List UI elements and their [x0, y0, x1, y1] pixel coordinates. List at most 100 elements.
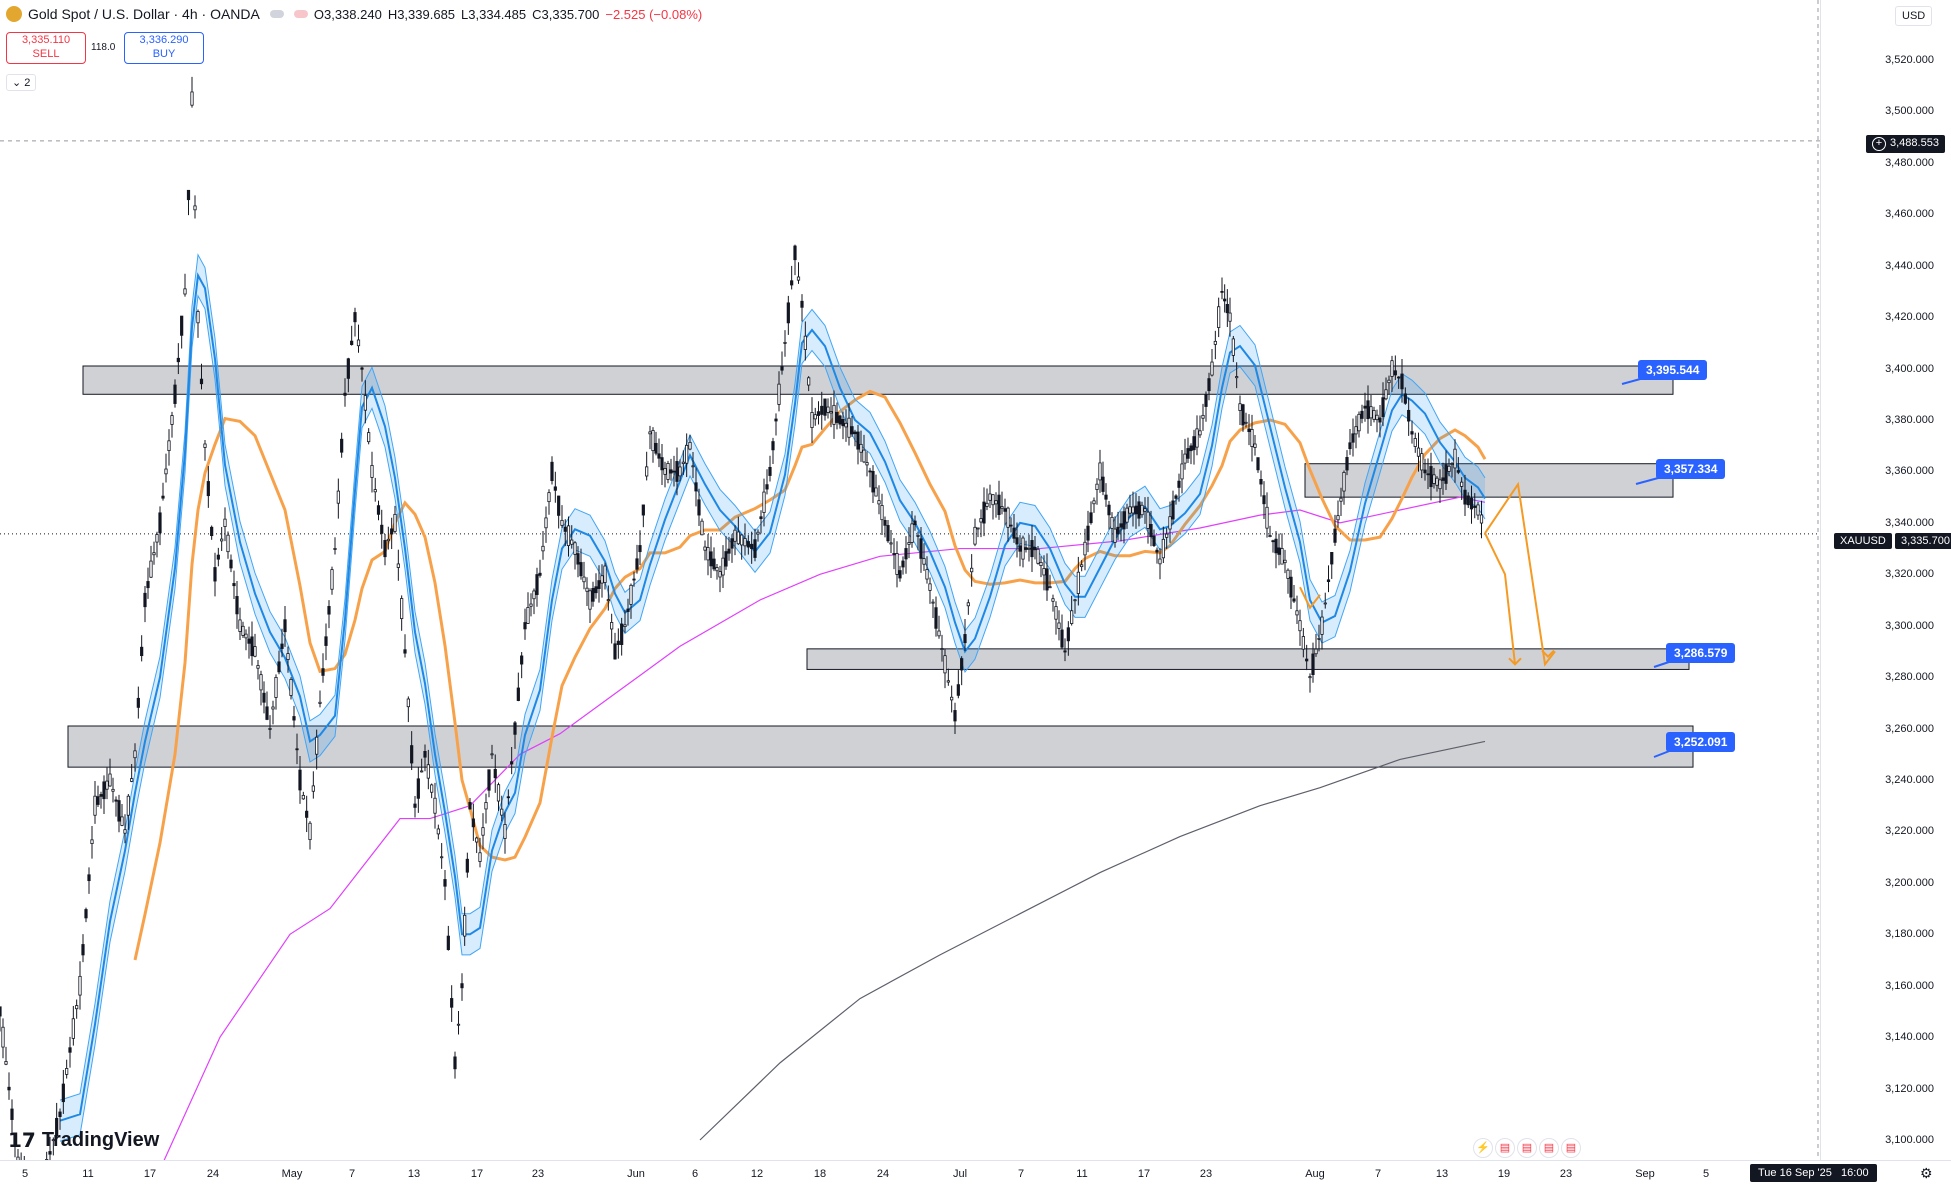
arrow-head: [1541, 649, 1555, 658]
candle-body: [560, 519, 564, 526]
sell-button[interactable]: 3,335.110 SELL: [6, 32, 86, 64]
candle-body: [465, 858, 469, 873]
chart-area[interactable]: 3,395.544 3,357.334 3,286.579 3,252.091: [0, 0, 1820, 1160]
candle-body: [301, 795, 305, 800]
visibility-pill-icon[interactable]: [269, 10, 284, 18]
candle-body: [406, 698, 410, 708]
time-tick: 17: [470, 1168, 484, 1180]
tradingview-wordmark: TradingView: [41, 1129, 160, 1151]
candle-body: [158, 512, 162, 534]
ribbon-mid-line: [59, 272, 1486, 1122]
candle-body: [1238, 403, 1242, 411]
candle-body: [520, 655, 524, 665]
candle-body: [1277, 547, 1281, 555]
candle-body: [324, 636, 328, 646]
symbol-title[interactable]: Gold Spot / U.S. Dollar · 4h · OANDA: [28, 6, 260, 22]
settings-gear-icon[interactable]: ⚙: [1920, 1165, 1933, 1181]
price-tick: 3,100.000: [1885, 1134, 1934, 1146]
candle-body: [117, 800, 121, 822]
candle-body: [1092, 500, 1096, 505]
economic-events[interactable]: ⚡ ▤ ▤ ▤ ▤: [1473, 1138, 1581, 1158]
candle-body: [383, 540, 387, 558]
ohlc-close: C3,335.700: [532, 6, 600, 22]
us-flag-event-icon[interactable]: ▤: [1495, 1138, 1515, 1158]
us-flag-event-icon[interactable]: ▤: [1517, 1138, 1537, 1158]
candle-body: [816, 411, 821, 416]
crosshair-plus-icon[interactable]: +: [1872, 137, 1886, 151]
candle-body: [963, 634, 967, 644]
candle-body: [871, 471, 875, 493]
candle-body: [750, 543, 754, 549]
buy-button[interactable]: 3,336.290 BUY: [124, 32, 204, 64]
candle-body: [220, 538, 224, 542]
candle-body: [68, 1047, 72, 1053]
price-axis[interactable]: 3,520.000 3,500.000 3,480.000 3,460.000 3,44…: [1820, 0, 1951, 1160]
price-chart[interactable]: [0, 0, 1820, 1160]
candle-body: [1098, 462, 1102, 481]
candle-body: [765, 484, 769, 490]
candle-body: [1274, 538, 1278, 554]
time-axis[interactable]: Tue 16 Sep '25 16:00 ⚙ 5 11 17 24 May 7 13 17 23…: [0, 1160, 1951, 1188]
candle-body: [685, 444, 689, 464]
candle-body: [1429, 466, 1433, 488]
level-price-tag[interactable]: 3,357.334: [1656, 459, 1726, 479]
level-price-tag[interactable]: 3,395.544: [1638, 360, 1708, 380]
candle-body: [1201, 414, 1205, 419]
candle-body: [886, 525, 890, 542]
lightning-event-icon[interactable]: ⚡: [1473, 1138, 1493, 1158]
candle-body: [1253, 443, 1257, 448]
projection-arrow-small: [1299, 586, 1321, 610]
price-tick: 3,280.000: [1885, 671, 1934, 684]
candle-body: [660, 457, 664, 471]
candle-body: [982, 501, 986, 524]
candle-body: [367, 432, 371, 443]
candle-body: [946, 680, 950, 683]
candle-body: [1476, 504, 1480, 516]
level-price-tag[interactable]: 3,252.091: [1666, 732, 1736, 752]
candle-body: [538, 572, 542, 576]
candle-body: [1155, 549, 1159, 553]
candle-body: [856, 431, 860, 450]
candle-body: [340, 438, 344, 453]
candle-body: [859, 443, 863, 453]
candle-body: [934, 607, 938, 629]
candle-body: [327, 606, 331, 615]
compare-pill-icon[interactable]: [293, 10, 308, 18]
us-flag-event-icon[interactable]: ▤: [1539, 1138, 1559, 1158]
candle-body: [715, 567, 719, 572]
candle-body: [526, 607, 530, 624]
candle-body: [1244, 421, 1248, 424]
candle-body: [1119, 523, 1123, 528]
candle-body: [669, 469, 673, 474]
candle-body: [950, 696, 954, 701]
candle-body: [835, 411, 839, 423]
candle-body: [1213, 340, 1217, 345]
currency-selector[interactable]: USD: [1895, 6, 1933, 26]
candle-body: [563, 526, 567, 532]
candle-body: [1336, 515, 1340, 521]
candle-body: [475, 837, 479, 843]
candle-body: [1225, 303, 1229, 314]
level-price-tag[interactable]: 3,286.579: [1666, 643, 1736, 663]
indicators-collapse-button[interactable]: ⌄ 2: [6, 74, 37, 91]
current-price-label: 3,335.700: [1895, 533, 1951, 549]
candle-body: [232, 583, 236, 587]
candle-body: [1083, 541, 1087, 556]
time-tick: Jul: [952, 1168, 968, 1180]
candle-body: [48, 1151, 52, 1155]
candle-body: [1210, 361, 1214, 376]
us-flag-event-icon[interactable]: ▤: [1561, 1138, 1581, 1158]
candle-body: [450, 998, 454, 1008]
time-tick: 13: [1435, 1168, 1449, 1180]
candle-body: [262, 692, 266, 703]
ohlc-change: −2.525 (−0.08%): [605, 6, 703, 22]
time-tick: 23: [531, 1168, 545, 1180]
time-tick: 24: [206, 1168, 220, 1180]
tradingview-mark-icon: 𝟭𝟳: [8, 1130, 36, 1152]
candle-body: [500, 808, 504, 816]
candle-body: [1301, 636, 1305, 650]
candle-body: [1390, 360, 1394, 377]
time-tick: 23: [1559, 1168, 1573, 1180]
candle-body: [826, 406, 830, 413]
candle-body: [1036, 548, 1040, 564]
